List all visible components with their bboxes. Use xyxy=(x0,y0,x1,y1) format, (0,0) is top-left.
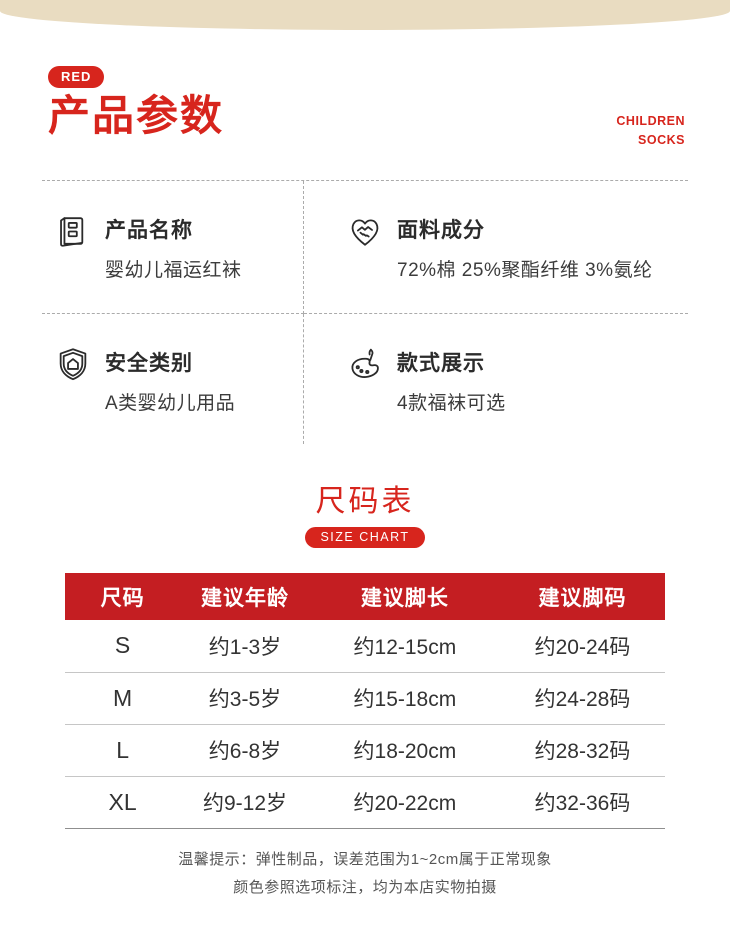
page-title: 产品参数 xyxy=(48,92,225,139)
cell-age: 约1-3岁 xyxy=(180,620,310,673)
cell-foot-length: 约15-18cm xyxy=(309,672,500,725)
subtitle-line1: CHILDREN xyxy=(616,114,685,128)
cell-age: 约6-8岁 xyxy=(180,724,310,777)
cell-shoe-size: 约24-28码 xyxy=(499,672,665,725)
cell-age: 约9-12岁 xyxy=(180,776,310,829)
cell-foot-length: 约18-20cm xyxy=(309,724,500,777)
product-params-grid: 产品名称 婴幼儿福运红袜 面料成分 72%棉 25%聚酯纤维 3%氨纶 xyxy=(42,180,688,444)
cell-shoe-size: 约32-36码 xyxy=(499,776,665,829)
handshake-heart-icon xyxy=(346,212,384,250)
column-header-age: 建议年龄 xyxy=(180,573,310,620)
header: RED 产品参数 CHILDREN SOCKS xyxy=(0,30,730,180)
cell-shoe-size: 约28-32码 xyxy=(499,724,665,777)
table-row: M 约3-5岁 约15-18cm 约24-28码 xyxy=(65,672,665,725)
subtitle-line2: SOCKS xyxy=(638,133,685,148)
param-value: 72%棉 25%聚酯纤维 3%氨纶 xyxy=(397,260,653,281)
cell-size: M xyxy=(65,672,181,725)
param-text: 款式展示 4款福袜可选 xyxy=(397,347,506,415)
cell-foot-length: 约20-22cm xyxy=(309,776,500,829)
param-label: 产品名称 xyxy=(105,219,193,242)
palette-brush-icon xyxy=(346,345,384,383)
cell-foot-length: 约12-15cm xyxy=(309,620,500,673)
size-chart-title: 尺码表 xyxy=(315,485,415,518)
booklet-icon xyxy=(54,212,92,250)
size-chart-table: 尺码 建议年龄 建议脚长 建议脚码 S 约1-3岁 约12-15cm 约20-2… xyxy=(65,573,665,829)
column-header-size: 尺码 xyxy=(65,573,181,620)
top-beige-curve xyxy=(0,0,730,30)
param-text: 面料成分 72%棉 25%聚酯纤维 3%氨纶 xyxy=(397,214,653,282)
cell-size: XL xyxy=(65,776,181,829)
param-product-name: 产品名称 婴幼儿福运红袜 xyxy=(42,181,304,314)
table-row: XL 约9-12岁 约20-22cm 约32-36码 xyxy=(65,776,665,829)
footer-notes: 温馨提示：弹性制品，误差范围为1~2cm属于正常现象 颜色参照选项标注，均为本店… xyxy=(0,846,730,902)
param-value: 婴幼儿福运红袜 xyxy=(105,260,242,281)
shield-home-icon xyxy=(54,345,92,383)
cell-size: S xyxy=(65,620,181,673)
size-chart-section: 尺码表 SIZE CHART 尺码 建议年龄 建议脚长 建议脚码 S 约1-3岁… xyxy=(0,444,730,902)
note-line-1: 温馨提示：弹性制品，误差范围为1~2cm属于正常现象 xyxy=(178,850,552,868)
column-header-shoe-size: 建议脚码 xyxy=(499,573,665,620)
red-badge: RED xyxy=(48,66,105,88)
param-safety: 安全类别 A类婴幼儿用品 xyxy=(42,314,304,444)
param-label: 款式展示 xyxy=(397,352,485,375)
subtitle-english: CHILDREN SOCKS xyxy=(616,112,685,151)
table-row: S 约1-3岁 约12-15cm 约20-24码 xyxy=(65,620,665,673)
cell-age: 约3-5岁 xyxy=(180,672,310,725)
param-fabric: 面料成分 72%棉 25%聚酯纤维 3%氨纶 xyxy=(304,181,688,314)
size-chart-subtitle-pill: SIZE CHART xyxy=(305,527,425,548)
param-value: A类婴幼儿用品 xyxy=(105,393,236,414)
cell-size: L xyxy=(65,724,181,777)
column-header-foot-length: 建议脚长 xyxy=(309,573,500,620)
param-text: 安全类别 A类婴幼儿用品 xyxy=(105,347,235,415)
param-styles: 款式展示 4款福袜可选 xyxy=(304,314,688,444)
note-line-2: 颜色参照选项标注，均为本店实物拍摄 xyxy=(233,878,497,896)
param-text: 产品名称 婴幼儿福运红袜 xyxy=(105,214,242,282)
param-value: 4款福袜可选 xyxy=(397,393,506,414)
cell-shoe-size: 约20-24码 xyxy=(499,620,665,673)
table-row: L 约6-8岁 约18-20cm 约28-32码 xyxy=(65,724,665,777)
param-label: 面料成分 xyxy=(397,219,485,242)
table-header-row: 尺码 建议年龄 建议脚长 建议脚码 xyxy=(65,573,665,620)
param-label: 安全类别 xyxy=(105,352,193,375)
